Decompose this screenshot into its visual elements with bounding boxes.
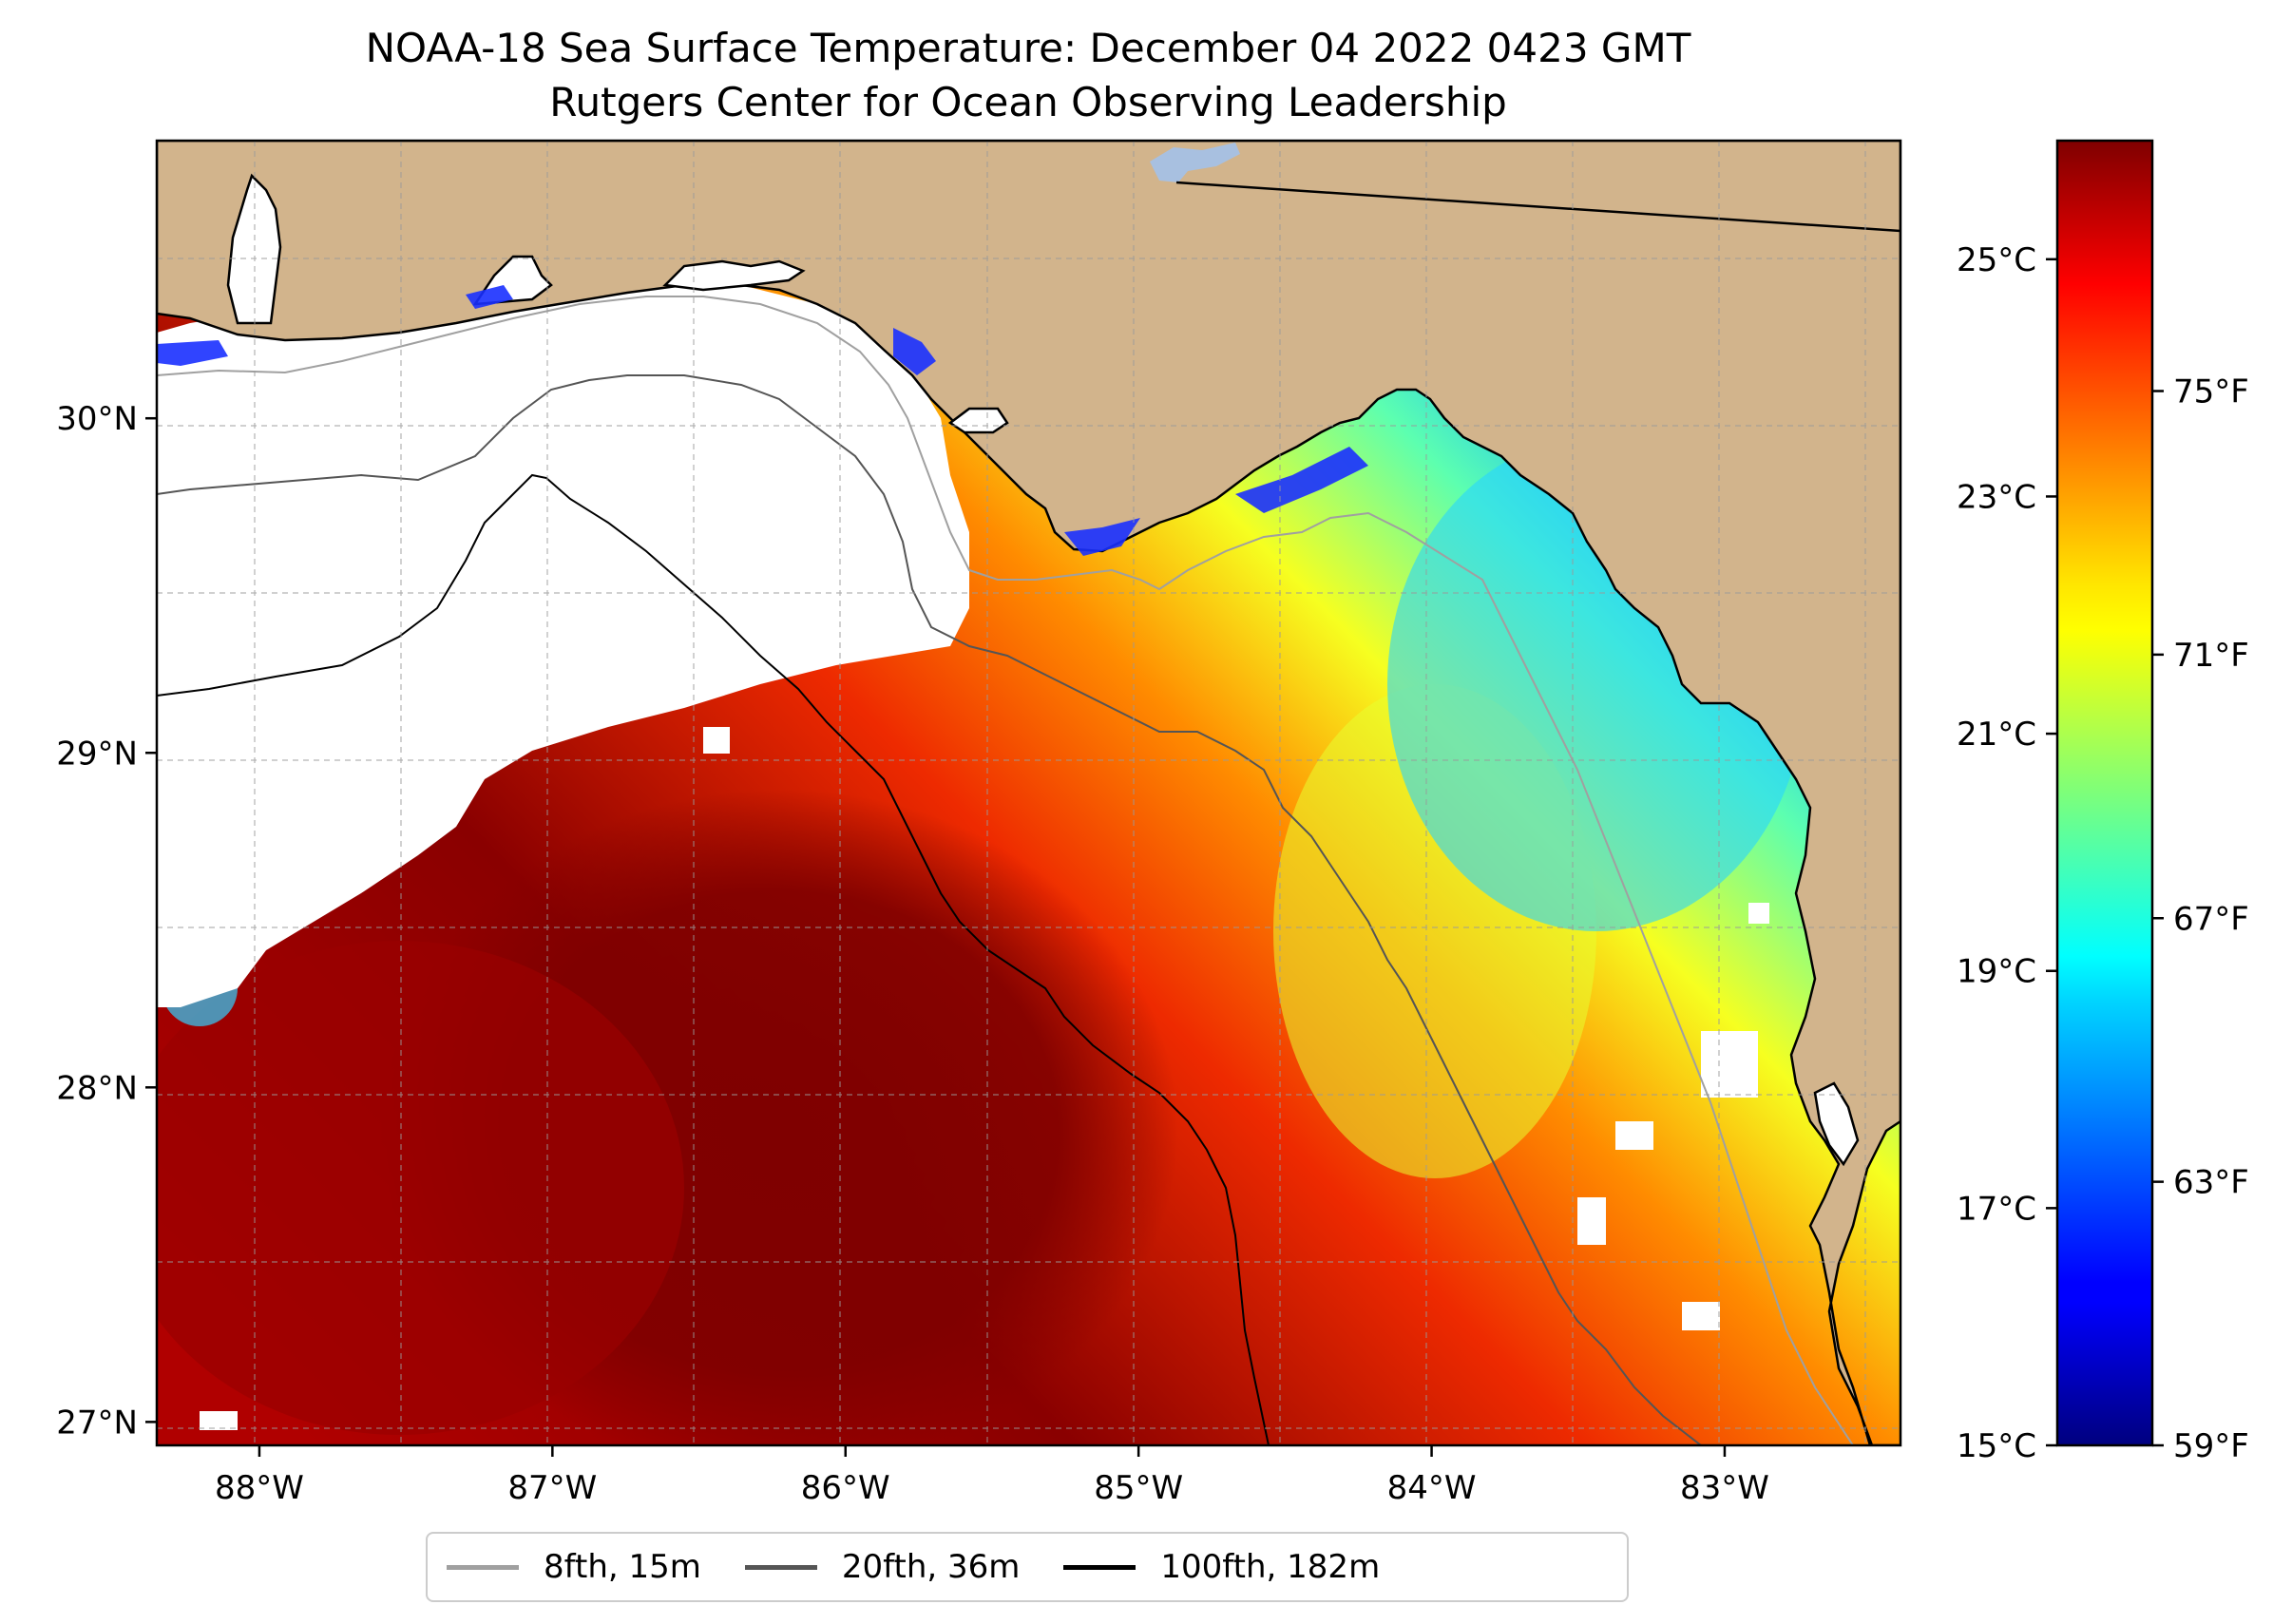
fahrenheit-tick-label: 63°F — [2173, 1164, 2249, 1202]
x-tick-label: 84°W — [1387, 1469, 1477, 1507]
state-boundary — [1175, 181, 1900, 233]
no-data-speck — [1615, 1121, 1653, 1150]
legend-item-20fth: 20fth, 36m — [744, 1548, 1021, 1586]
x-tick-label: 88°W — [215, 1469, 304, 1507]
land-northern-gulf-coast — [157, 141, 1900, 1445]
no-data-cloud-mask — [157, 276, 969, 1007]
colorbar-fahrenheit-axis: 59°F 63°F 67°F 71°F 75°F — [2152, 373, 2249, 1465]
isobath-8fth-15m — [157, 296, 1854, 1445]
celsius-tick-label: 17°C — [1957, 1190, 2036, 1228]
map-title-line2: Rutgers Center for Ocean Observing Leade… — [549, 79, 1507, 125]
fahrenheit-tick-label: 67°F — [2173, 900, 2249, 938]
legend-label-20fth: 20fth, 36m — [841, 1548, 1021, 1586]
isobath-100fth-182m — [157, 473, 1270, 1445]
x-tick-label: 86°W — [801, 1469, 890, 1507]
legend-label-100fth: 100fth, 182m — [1160, 1548, 1381, 1586]
no-data-speck — [195, 831, 223, 860]
celsius-tick-label: 25°C — [1957, 241, 2036, 279]
map-panel — [157, 141, 1900, 1445]
celsius-tick-label: 19°C — [1957, 953, 2036, 991]
y-tick-label: 28°N — [56, 1069, 138, 1107]
y-axis: 27°N 28°N 29°N 30°N — [56, 400, 157, 1442]
no-data-speck — [200, 1411, 238, 1430]
legend-item-8fth: 8fth, 15m — [447, 1548, 701, 1586]
map-frame — [155, 139, 1902, 1447]
gridlines — [157, 141, 1900, 1445]
tampa-bay — [1813, 1081, 1860, 1167]
x-axis: 88°W 87°W 86°W 85°W 84°W 83°W — [215, 1445, 1769, 1507]
no-data-speck — [1701, 1031, 1758, 1098]
legend-item-100fth: 100fth, 182m — [1063, 1548, 1380, 1586]
y-tick-label: 27°N — [56, 1404, 138, 1442]
x-tick-label: 87°W — [507, 1469, 597, 1507]
legend-label-8fth: 8fth, 15m — [544, 1548, 701, 1586]
x-tick-label: 83°W — [1680, 1469, 1769, 1507]
legend-swatch-100fth — [1063, 1564, 1136, 1570]
choctawhatchee-bay — [662, 259, 806, 292]
fahrenheit-tick-label: 75°F — [2173, 373, 2249, 411]
no-data-speck — [703, 727, 730, 754]
fahrenheit-tick-label: 59°F — [2173, 1427, 2249, 1465]
map-title-line1: NOAA-18 Sea Surface Temperature: Decembe… — [366, 25, 1691, 71]
legend-swatch-20fth — [744, 1564, 817, 1570]
no-data-speck — [1748, 903, 1769, 924]
colorbar — [2055, 139, 2154, 1447]
y-tick-label: 30°N — [56, 400, 138, 438]
no-data-speck — [1682, 1302, 1720, 1330]
y-tick-label: 29°N — [56, 735, 138, 773]
warm-core-west — [157, 941, 684, 1435]
inland-lake — [1150, 143, 1240, 182]
apalachicola-bay — [947, 407, 1009, 434]
legend-swatch-8fth — [447, 1564, 519, 1570]
celsius-tick-label: 15°C — [1957, 1427, 2036, 1465]
no-data-west-notch — [157, 523, 247, 627]
legend: 8fth, 15m 20fth, 36m 100fth, 182m — [426, 1532, 1629, 1602]
colorbar-celsius-axis: 15°C 17°C 19°C 21°C 23°C 25°C — [1957, 241, 2057, 1465]
celsius-tick-label: 23°C — [1957, 478, 2036, 516]
no-data-speck — [1577, 1197, 1606, 1245]
x-tick-label: 85°W — [1094, 1469, 1183, 1507]
fahrenheit-tick-label: 71°F — [2173, 637, 2249, 675]
isobath-20fth-36m — [157, 374, 1702, 1445]
celsius-tick-label: 21°C — [1957, 716, 2036, 754]
